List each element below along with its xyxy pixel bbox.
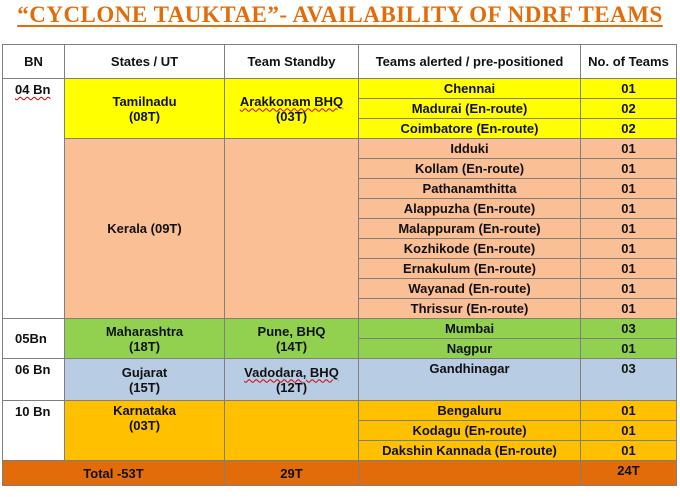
- header-row: BN States / UT Team Standby Teams alerte…: [2, 44, 677, 79]
- state-name: Gujarat: [121, 364, 168, 380]
- bn-04-label: 04 Bn: [15, 82, 51, 97]
- location-cell: Thrissur (En-route): [358, 298, 581, 319]
- total-teams: 24T: [580, 460, 677, 486]
- state-teams: (15T): [128, 379, 161, 395]
- header-count: No. of Teams: [580, 44, 677, 79]
- location-cell: Idduki: [358, 138, 581, 159]
- location-cell: Kozhikode (En-route): [358, 238, 581, 259]
- state-kerala: Kerala (09T): [64, 138, 225, 319]
- team-count-cell: 02: [580, 98, 677, 119]
- team-count-cell: 01: [580, 158, 677, 179]
- standby-gujarat: Vadodara, BHQ (12T): [224, 358, 359, 401]
- team-count-cell: 01: [580, 218, 677, 239]
- table-row: Malappuram (En-route) 01: [3, 218, 677, 239]
- team-count-cell: 01: [580, 440, 677, 461]
- header-standby: Team Standby: [224, 44, 359, 79]
- state-teams: (03T): [128, 418, 161, 433]
- standby-teams: (12T): [275, 379, 308, 395]
- team-count-cell: 02: [580, 118, 677, 139]
- table-row: Thrissur (En-route) 01: [3, 298, 677, 319]
- standby-teams: (03T): [275, 108, 308, 124]
- state-gujarat: Gujarat (15T): [64, 358, 225, 401]
- standby-tamilnadu: Arakkonam BHQ (03T): [224, 78, 359, 139]
- team-count-cell: 01: [580, 238, 677, 259]
- team-count-cell: 01: [580, 138, 677, 159]
- location-cell: Malappuram (En-route): [358, 218, 581, 239]
- table-row: Kerala (09T) Idduki 01: [3, 138, 677, 319]
- team-count-cell: 01: [580, 298, 677, 319]
- location-cell: Mumbai: [358, 318, 581, 339]
- state-teams: (18T): [128, 338, 161, 354]
- state-name: Maharashtra: [105, 323, 184, 339]
- state-name: Kerala (09T): [107, 221, 182, 236]
- location-cell: Nagpur: [358, 338, 581, 359]
- standby-name: Vadodara, BHQ: [244, 364, 339, 380]
- location-cell: Alappuzha (En-route): [358, 198, 581, 219]
- header-states: States / UT: [64, 44, 225, 79]
- table-row: 05Bn Maharashtra (18T) Pune, BHQ (14T) M…: [2, 318, 677, 359]
- table-row: 06 Bn Gujarat (15T) Vadodara, BHQ (12T) …: [2, 358, 677, 401]
- ndrf-teams-table: BN States / UT Team Standby Teams alerte…: [2, 44, 677, 486]
- location-cell: Dakshin Kannada (En-route): [358, 440, 581, 461]
- standby-karnataka: [224, 400, 359, 461]
- location-cell: Chennai: [358, 78, 581, 99]
- table-row: Alappuzha (En-route) 01: [3, 198, 677, 219]
- state-maharashtra: Maharashtra (18T): [64, 318, 225, 359]
- bn-05-cell: 05Bn: [2, 318, 65, 359]
- location-cell: Kodagu (En-route): [358, 420, 581, 441]
- table-row: 10 Bn Karnataka (03T) Bengaluru 01: [2, 400, 677, 461]
- standby-maharashtra: Pune, BHQ (14T): [224, 318, 359, 359]
- state-name: Tamilnadu: [112, 93, 177, 109]
- table-row: Kozhikode (En-route) 01: [3, 238, 677, 259]
- table-row: Ernakulum (En-route) 01: [3, 258, 677, 279]
- team-count-cell: 01: [580, 258, 677, 279]
- header-bn: BN: [2, 44, 65, 79]
- table-row: Madurai (En-route) 02: [3, 98, 677, 119]
- location-cell: Ernakulum (En-route): [358, 258, 581, 279]
- total-row: Total -53T 29T 24T: [2, 460, 677, 486]
- team-count-cell: 01: [580, 420, 677, 441]
- bn-04-cell: 04 Bn: [2, 78, 65, 319]
- total-alerted: [358, 460, 581, 486]
- standby-name: Pune, BHQ: [257, 323, 326, 339]
- state-name: Karnataka: [113, 403, 176, 418]
- team-count-cell: 01: [580, 178, 677, 199]
- location-cell: Pathanamthitta: [358, 178, 581, 199]
- location-cell: Coimbatore (En-route): [358, 118, 581, 139]
- location-cell: Madurai (En-route): [358, 98, 581, 119]
- standby-name: Arakkonam BHQ: [239, 93, 344, 109]
- team-count-cell: 01: [580, 278, 677, 299]
- total-standby: 29T: [224, 460, 359, 486]
- team-count-cell: 03: [580, 358, 677, 401]
- team-count-cell: 01: [580, 338, 677, 359]
- location-cell: Bengaluru: [358, 400, 581, 421]
- standby-kerala: [224, 138, 359, 319]
- standby-teams: (14T): [275, 338, 308, 354]
- bn-06-cell: 06 Bn: [2, 358, 65, 401]
- table-row: 04 Bn Tamilnadu (08T) Arakkonam BHQ (03T…: [2, 78, 677, 319]
- location-cell: Kollam (En-route): [358, 158, 581, 179]
- table-row: Wayanad (En-route) 01: [3, 278, 677, 299]
- header-alerted: Teams alerted / pre-positioned: [358, 44, 581, 79]
- bn-10-cell: 10 Bn: [2, 400, 65, 461]
- table-row: Kodagu (En-route) 01: [3, 420, 677, 441]
- location-cell: Wayanad (En-route): [358, 278, 581, 299]
- team-count-cell: 01: [580, 400, 677, 421]
- state-karnataka: Karnataka (03T): [64, 400, 225, 461]
- team-count-cell: 01: [580, 198, 677, 219]
- state-teams: (08T): [128, 108, 161, 124]
- page-title: “CYCLONE TAUKTAE”- AVAILABILITY OF NDRF …: [17, 2, 663, 27]
- team-count-cell: 03: [580, 318, 677, 339]
- team-count-cell: 01: [580, 78, 677, 99]
- state-tamilnadu: Tamilnadu (08T): [64, 78, 225, 139]
- location-cell: Gandhinagar: [358, 358, 581, 401]
- table-row: Coimbatore (En-route) 02: [3, 118, 677, 139]
- total-label: Total -53T: [2, 460, 225, 486]
- table-row: Kollam (En-route) 01: [3, 158, 677, 179]
